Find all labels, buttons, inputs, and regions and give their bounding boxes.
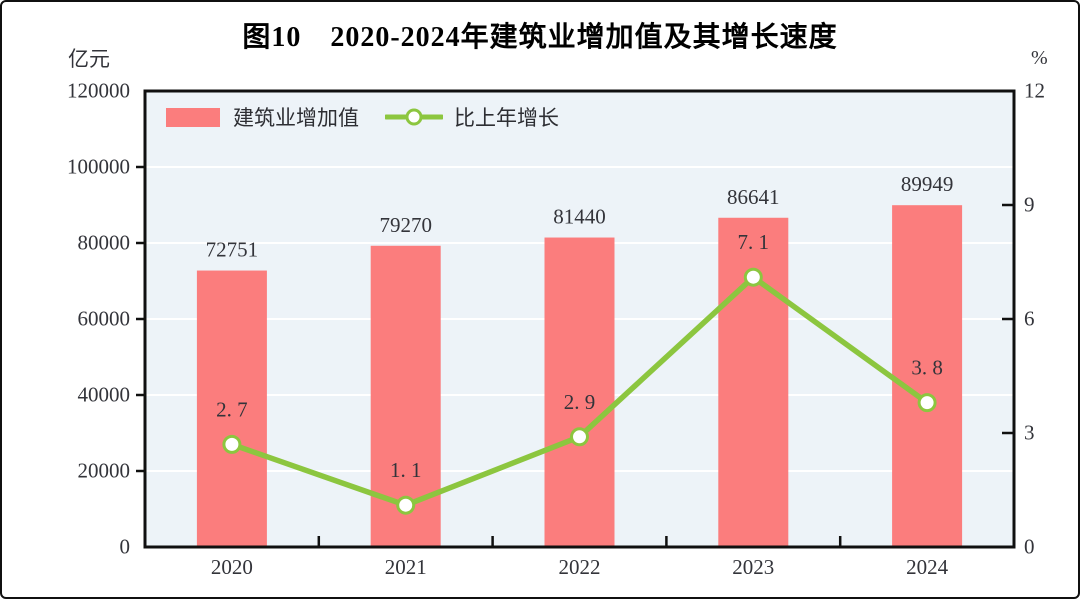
legend-bar-label: 建筑业增加值 [233,106,359,130]
line-value-label-2022: 2. 9 [564,390,596,414]
bar-value-label-2020: 72751 [206,238,259,262]
y-right-tick-label-6: 6 [1024,306,1035,331]
line-point-2021 [396,495,416,515]
line-value-label-2023: 7. 1 [738,230,770,254]
x-tick-label-2023: 2023 [732,555,775,579]
legend-line-label: 比上年增长 [454,106,559,130]
y-left-tick-label-100000: 100000 [67,154,130,179]
x-tick-label-2022: 2022 [558,555,601,579]
bar-2023 [718,217,789,547]
x-tick-label-2020: 2020 [210,555,253,579]
bar-2024 [892,205,963,548]
line-value-label-2020: 2. 7 [216,397,248,421]
bar-2022 [544,237,615,547]
legend-item-line: 比上年增长 [385,102,559,132]
bar-series-swatch-icon [166,107,220,127]
line-point-2024 [917,393,937,413]
line-point-2022 [570,427,589,447]
line-series-swatch-icon [385,108,443,126]
y-right-tick-label-12: 12 [1024,78,1045,103]
y-left-tick-label-0: 0 [119,534,131,559]
y-left-tick-label-120000: 120000 [67,78,130,103]
legend-item-bar: 建筑业增加值 [166,102,359,132]
line-point-2020 [222,434,242,454]
bar-value-label-2022: 81440 [553,205,606,229]
bar-2020 [196,270,267,547]
chart-title: 图10 2020-2024年建筑业增加值及其增长速度 [242,22,838,53]
bar-value-label-2023: 86641 [727,185,780,209]
left-axis-unit-label: 亿元 [68,47,110,71]
y-left-tick-label-40000: 40000 [77,382,131,407]
y-right-tick-label-3: 3 [1024,420,1035,445]
y-left-tick-label-80000: 80000 [77,230,131,255]
line-point-2023 [743,267,763,287]
plot-border [143,89,1016,549]
line-value-label-2024: 3. 8 [911,356,943,380]
y-right-tick-label-0: 0 [1024,534,1035,559]
legend: 建筑业增加值 比上年增长 [166,102,559,132]
x-tick-label-2021: 2021 [384,555,427,579]
y-left-tick-label-20000: 20000 [77,458,131,483]
x-tick-label-2024: 2024 [906,555,949,579]
bar-value-label-2021: 79270 [379,213,432,237]
y-left-tick-label-60000: 60000 [77,306,131,331]
line-value-label-2021: 1. 1 [390,458,422,482]
bar-value-label-2024: 89949 [901,172,954,196]
right-axis-unit-label: % [1031,47,1048,69]
y-right-tick-label-9: 9 [1024,192,1035,217]
